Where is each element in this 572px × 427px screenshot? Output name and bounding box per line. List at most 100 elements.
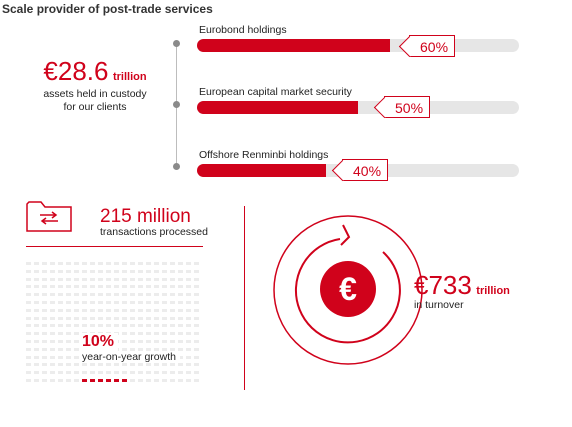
custody-value: €28.6 <box>43 56 109 86</box>
grid-dot <box>146 277 151 281</box>
grid-dot <box>90 269 95 273</box>
grid-dot <box>34 332 39 336</box>
grid-dot <box>178 285 183 289</box>
transactions-label: transactions processed <box>100 226 208 238</box>
grid-dot <box>90 262 95 265</box>
grid-dot <box>170 269 175 273</box>
grid-dot <box>122 262 127 265</box>
grid-dot <box>26 347 31 351</box>
grid-dot <box>58 316 63 320</box>
grid-dot <box>194 340 199 343</box>
grid-dot <box>162 293 167 297</box>
grid-dot <box>170 379 175 382</box>
grid-dot <box>50 379 55 382</box>
grid-dot <box>66 324 71 328</box>
grid-dot <box>138 316 143 320</box>
grid-dot <box>42 379 47 382</box>
grid-dot <box>58 363 63 367</box>
grid-dot <box>90 371 95 375</box>
grid-dot <box>130 316 135 320</box>
grid-dot <box>74 371 79 375</box>
grid-dot <box>106 316 111 320</box>
grid-dot <box>42 363 47 367</box>
grid-dot <box>122 316 127 320</box>
grid-dot <box>26 316 31 320</box>
grid-dot <box>74 363 79 367</box>
grid-dot <box>194 285 199 289</box>
grid-dot <box>138 308 143 312</box>
bar-track-eurobond <box>197 39 519 52</box>
grid-dot <box>146 308 151 312</box>
bar-fill-renminbi <box>197 164 326 177</box>
grid-dot <box>178 347 183 351</box>
grid-dot <box>98 363 103 367</box>
grid-dot <box>194 347 199 351</box>
grid-dot <box>42 262 47 265</box>
growth-label: year-on-year growth <box>82 351 180 363</box>
grid-dot <box>162 371 167 375</box>
grid-dot <box>122 277 127 281</box>
grid-dot <box>58 347 63 351</box>
grid-dot <box>106 363 111 367</box>
grid-dot <box>130 379 135 382</box>
grid-dot <box>50 316 55 320</box>
bar-fill-eurobond <box>197 39 391 52</box>
grid-dot <box>154 340 159 343</box>
grid-dot <box>66 269 71 273</box>
grid-dot <box>162 347 167 351</box>
grid-dot <box>74 308 79 312</box>
grid-dot <box>42 277 47 281</box>
grid-dot <box>66 285 71 289</box>
turnover-block: €733 trillion <box>414 270 510 301</box>
grid-dot <box>82 269 87 273</box>
bar-fill-capital-market <box>197 101 358 114</box>
grid-dot <box>34 347 39 351</box>
grid-dot <box>106 293 111 297</box>
grid-dot <box>50 324 55 328</box>
grid-dot <box>154 347 159 351</box>
grid-dot <box>74 285 79 289</box>
grid-dot <box>82 293 87 297</box>
grid-dot <box>34 371 39 375</box>
grid-dot <box>90 379 95 382</box>
grid-dot <box>178 324 183 328</box>
grid-dot <box>58 324 63 328</box>
grid-dot <box>26 301 31 304</box>
grid-dot <box>154 293 159 297</box>
grid-dot <box>194 301 199 304</box>
grid-dot <box>170 262 175 265</box>
custody-line-2: for our clients <box>63 101 127 113</box>
custody-unit: trillion <box>112 71 147 83</box>
grid-dot <box>114 308 119 312</box>
grid-dot <box>106 379 111 382</box>
grid-dot <box>58 269 63 273</box>
grid-dot <box>74 355 79 359</box>
grid-dot <box>34 262 39 265</box>
grid-dot <box>178 316 183 320</box>
grid-dot <box>90 316 95 320</box>
grid-dot <box>58 371 63 375</box>
grid-dot <box>162 324 167 328</box>
grid-dot <box>90 301 95 304</box>
grid-dot <box>170 347 175 351</box>
grid-dot <box>106 301 111 304</box>
grid-dot <box>50 347 55 351</box>
grid-dot <box>106 324 111 328</box>
grid-dot <box>90 277 95 281</box>
grid-dot <box>42 293 47 297</box>
grid-dot <box>98 379 103 382</box>
grid-dot <box>138 293 143 297</box>
grid-dot <box>58 340 63 343</box>
grid-dot <box>130 347 135 351</box>
grid-dot <box>138 301 143 304</box>
dot-grid <box>26 262 202 386</box>
grid-dot <box>66 277 71 281</box>
custody-line-1: assets held in custody <box>43 88 147 100</box>
grid-dot <box>130 293 135 297</box>
grid-dot <box>122 301 127 304</box>
grid-dot <box>106 371 111 375</box>
grid-dot <box>146 363 151 367</box>
grid-dot <box>114 293 119 297</box>
percent-tag-eurobond: 60% <box>409 35 456 57</box>
grid-dot <box>114 379 119 382</box>
